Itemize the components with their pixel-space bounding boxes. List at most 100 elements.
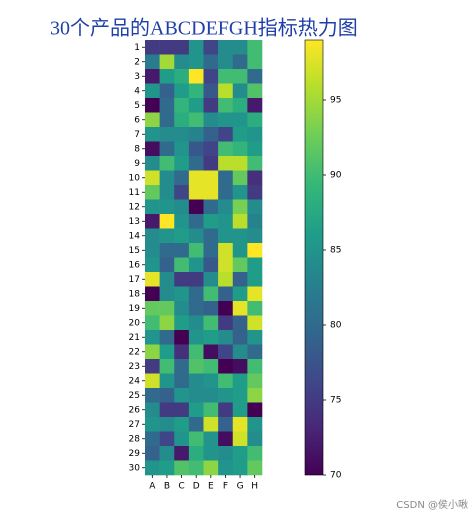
heatmap-cell xyxy=(159,228,175,244)
y-tick-label: 16 xyxy=(129,260,141,270)
heatmap-cell xyxy=(145,170,160,186)
heatmap-cell xyxy=(232,214,248,229)
heatmap-cell xyxy=(174,373,190,389)
heatmap-cell xyxy=(174,199,190,215)
heatmap-cell xyxy=(218,141,234,157)
heatmap-cell xyxy=(174,388,190,403)
heatmap-cell xyxy=(203,417,219,432)
x-tick-label: E xyxy=(208,482,214,492)
heatmap-cell xyxy=(247,98,263,113)
heatmap-cell xyxy=(159,170,175,186)
heatmap-cell xyxy=(203,315,219,331)
heatmap-cell xyxy=(188,388,204,403)
heatmap-cell xyxy=(145,54,160,70)
heatmap-cell xyxy=(159,388,175,403)
heatmap-cell xyxy=(247,40,263,55)
y-tick-label: 1 xyxy=(134,43,140,53)
heatmap-cell xyxy=(218,185,234,200)
heatmap-cell xyxy=(174,156,190,171)
heatmap-cell xyxy=(247,228,263,244)
y-tick-label: 30 xyxy=(129,463,141,473)
heatmap-cell xyxy=(145,83,160,99)
heatmap-cell xyxy=(203,286,219,302)
heatmap-cell xyxy=(203,301,219,316)
heatmap-cell xyxy=(232,301,248,316)
y-tick-label: 3 xyxy=(134,72,140,82)
heatmap-cell xyxy=(203,83,219,99)
heatmap-cell xyxy=(218,388,234,403)
heatmap-cell xyxy=(247,402,263,418)
heatmap-cell xyxy=(232,112,248,128)
heatmap-cell xyxy=(203,69,219,84)
heatmap-cell xyxy=(218,98,234,113)
heatmap-cell xyxy=(247,199,263,215)
heatmap-cell xyxy=(203,344,219,360)
heatmap-cell xyxy=(247,214,263,229)
heatmap-cell xyxy=(232,431,248,447)
heatmap-cell xyxy=(203,170,219,186)
heatmap-cell xyxy=(145,243,160,258)
heatmap-cell xyxy=(188,214,204,229)
heatmap-cell xyxy=(188,286,204,302)
y-tick-label: 25 xyxy=(129,391,140,401)
heatmap-cell xyxy=(145,112,160,128)
heatmap-cell xyxy=(247,243,263,258)
y-tick-label: 22 xyxy=(129,347,140,357)
heatmap-cell xyxy=(218,69,234,84)
heatmap-cell xyxy=(174,243,190,258)
heatmap-cell xyxy=(159,460,175,476)
heatmap-cell xyxy=(159,112,175,128)
heatmap-cell xyxy=(203,98,219,113)
heatmap-cell xyxy=(203,199,219,215)
heatmap-cell xyxy=(203,402,219,418)
heatmap-cell xyxy=(159,185,175,200)
colorbar-tick-label: 90 xyxy=(330,171,342,181)
heatmap-cell xyxy=(159,402,175,418)
heatmap-cell xyxy=(145,98,160,113)
y-tick-label: 12 xyxy=(129,202,140,212)
heatmap-cell xyxy=(145,228,160,244)
heatmap-cell xyxy=(232,286,248,302)
heatmap-cell xyxy=(232,199,248,215)
heatmap-cell xyxy=(174,40,190,55)
chart-title: 30个产品的ABCDEFGH指标热力图 xyxy=(50,17,358,40)
heatmap-cell xyxy=(232,54,248,70)
heatmap-cell xyxy=(218,214,234,229)
y-tick-label: 10 xyxy=(129,173,141,183)
x-tick-label: B xyxy=(164,482,170,492)
heatmap-cell xyxy=(218,257,234,273)
heatmap-cell xyxy=(188,228,204,244)
heatmap-cell xyxy=(188,417,204,432)
heatmap-cell xyxy=(218,156,234,171)
colorbar-frame xyxy=(304,39,324,476)
heatmap-cell xyxy=(232,460,248,476)
y-tick-label: 15 xyxy=(129,246,140,256)
heatmap-cell xyxy=(159,431,175,447)
heatmap-cell xyxy=(188,257,204,273)
y-tick-label: 7 xyxy=(134,130,140,140)
heatmap-cell xyxy=(247,417,263,432)
heatmap-cell xyxy=(145,301,160,316)
heatmap-cell xyxy=(174,228,190,244)
heatmap-cell xyxy=(203,112,219,128)
heatmap-cell xyxy=(174,286,190,302)
heatmap-cell xyxy=(174,460,190,476)
heatmap-cell xyxy=(159,344,175,360)
heatmap-cell xyxy=(247,185,263,200)
heatmap-cell xyxy=(188,83,204,99)
heatmap-cell xyxy=(174,83,190,99)
y-tick-label: 8 xyxy=(134,144,140,154)
heatmap-cell xyxy=(218,460,234,476)
heatmap-cell xyxy=(232,228,248,244)
heatmap-cell xyxy=(232,359,248,374)
heatmap-cell xyxy=(159,315,175,331)
heatmap-cell xyxy=(159,214,175,229)
heatmap-cell xyxy=(232,315,248,331)
heatmap-cell xyxy=(203,257,219,273)
heatmap-cell xyxy=(174,127,190,142)
y-tick-label: 18 xyxy=(129,289,141,299)
heatmap-cell xyxy=(174,214,190,229)
heatmap-cell xyxy=(174,257,190,273)
heatmap-cell xyxy=(159,156,175,171)
heatmap-cell xyxy=(203,243,219,258)
